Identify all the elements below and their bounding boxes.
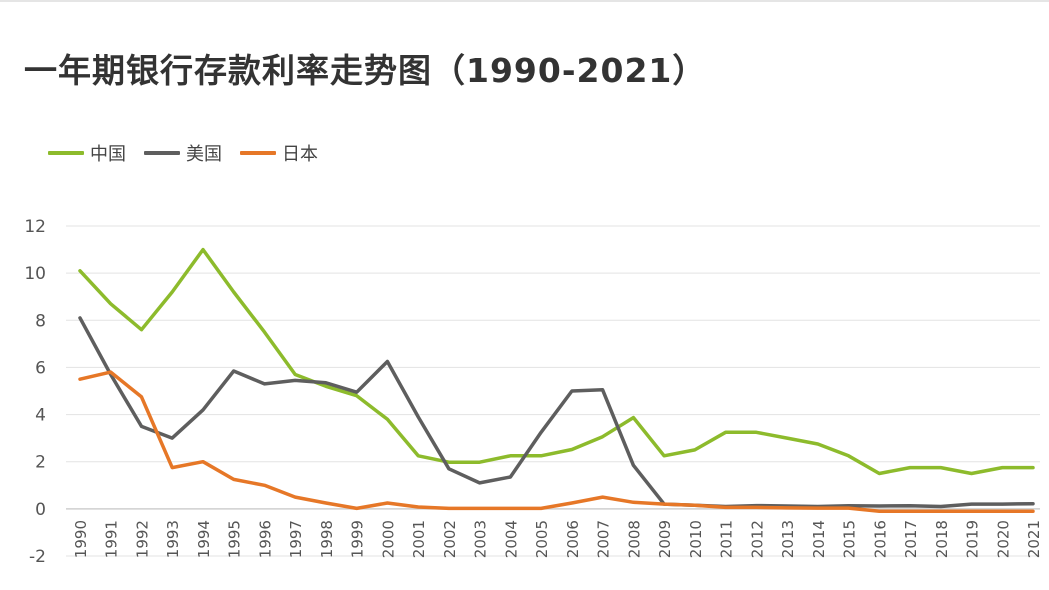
x-tick-label: 1991 (103, 520, 121, 558)
x-tick-label: 1996 (256, 520, 274, 558)
series-line-japan (78, 370, 1035, 513)
x-tick-label: 2014 (810, 520, 828, 558)
x-tick-label: 2010 (687, 520, 705, 558)
x-tick-label: 2002 (441, 520, 459, 558)
x-tick-label: 1993 (164, 520, 182, 558)
x-tick-label: 2001 (410, 520, 428, 558)
x-tick-label: 2017 (902, 520, 920, 558)
y-tick-label: 10 (24, 264, 46, 284)
x-tick-label: 2021 (1025, 520, 1043, 558)
x-tick-label: 2013 (779, 520, 797, 558)
legend-swatch-china (48, 151, 84, 155)
x-tick-label: 1992 (133, 520, 151, 558)
x-tick-label: 2003 (472, 520, 490, 558)
x-tick-label: 2018 (933, 520, 951, 558)
x-tick-label: 2006 (564, 520, 582, 558)
series-line-usa (78, 316, 1035, 509)
legend: 中国 美国 日本 (48, 140, 318, 166)
y-tick-label: 0 (35, 500, 46, 520)
legend-item-usa: 美国 (144, 140, 222, 166)
legend-swatch-japan (240, 151, 276, 155)
x-tick-label: 1990 (72, 520, 90, 558)
y-tick-label: -2 (29, 547, 46, 567)
x-tick-label: 2009 (656, 520, 674, 558)
x-tick-label: 2019 (964, 520, 982, 558)
x-tick-label: 2008 (625, 520, 643, 558)
x-tick-label: 1994 (195, 520, 213, 558)
x-tick-label: 1997 (287, 520, 305, 558)
series-line-china (78, 247, 1035, 476)
x-tick-label: 2020 (994, 520, 1012, 558)
legend-item-japan: 日本 (240, 140, 318, 166)
legend-label-japan: 日本 (282, 144, 318, 165)
x-tick-label: 1999 (349, 520, 367, 558)
x-tick-label: 1995 (226, 520, 244, 558)
top-divider (0, 0, 1049, 2)
legend-item-china: 中国 (48, 140, 126, 166)
y-tick-label: 8 (35, 311, 46, 331)
chart-title: 一年期银行存款利率走势图（1990-2021） (24, 51, 707, 90)
y-axis-labels: -2 0 2 4 6 8 10 12 (24, 217, 46, 567)
x-tick-label: 2016 (871, 520, 889, 558)
x-tick-label: 2011 (718, 520, 736, 558)
x-tick-label: 2007 (595, 520, 613, 558)
y-tick-label: 6 (35, 358, 46, 378)
x-tick-label: 2012 (748, 520, 766, 558)
x-tick-label: 2005 (533, 520, 551, 558)
x-tick-label: 1998 (318, 520, 336, 558)
y-tick-label: 4 (35, 406, 46, 426)
y-tick-label: 2 (35, 453, 46, 473)
x-tick-label: 2004 (502, 520, 520, 558)
x-axis-labels: 1990 1991 1992 1993 1994 1995 1996 1997 1998 1999… (72, 520, 1043, 558)
x-tick-label: 2015 (841, 520, 859, 558)
y-tick-label: 12 (24, 217, 46, 237)
legend-label-china: 中国 (90, 144, 126, 165)
x-tick-label: 2000 (379, 520, 397, 558)
legend-swatch-usa (144, 151, 180, 155)
legend-label-usa: 美国 (186, 144, 222, 165)
